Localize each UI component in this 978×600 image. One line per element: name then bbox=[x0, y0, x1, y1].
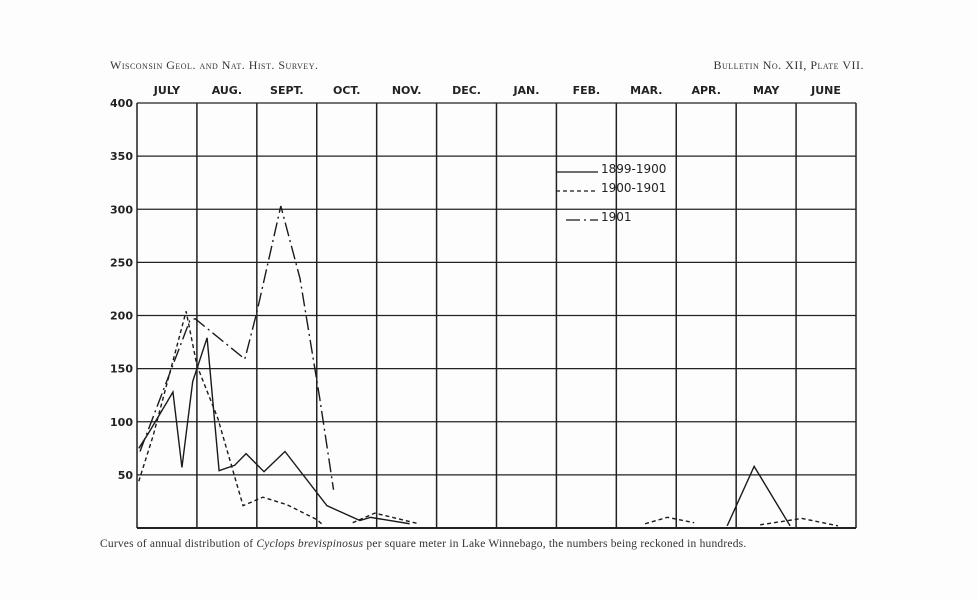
y-tick-label: 300 bbox=[110, 203, 133, 216]
series-line-1900-1901 bbox=[644, 516, 695, 525]
series-line-1900-1901 bbox=[760, 517, 839, 527]
x-tick-label: APR. bbox=[691, 84, 720, 97]
series-line-1901 bbox=[139, 205, 335, 490]
x-tick-label: DEC. bbox=[452, 84, 481, 97]
x-tick-label: NOV. bbox=[392, 84, 422, 97]
y-tick-label: 350 bbox=[110, 150, 133, 163]
x-tick-label: SEPT. bbox=[270, 84, 304, 97]
y-tick-label: 50 bbox=[118, 469, 134, 482]
legend-label: 1900-1901 bbox=[601, 181, 666, 195]
header-right: Bulletin No. XII, Plate VII. bbox=[713, 58, 864, 72]
legend-label: 1899-1900 bbox=[601, 162, 666, 176]
x-tick-label: JULY bbox=[153, 84, 181, 97]
series-line-1899-1900 bbox=[726, 464, 791, 527]
y-tick-label: 100 bbox=[110, 416, 133, 429]
series-line-1900-1901 bbox=[352, 512, 419, 525]
x-tick-label: JUNE bbox=[810, 84, 841, 97]
series-line-1900-1901 bbox=[138, 311, 324, 526]
legend-label: 1901 bbox=[601, 210, 632, 224]
x-tick-label: MAY bbox=[753, 84, 780, 97]
header-left: Wisconsin Geol. and Nat. Hist. Survey. bbox=[110, 58, 319, 72]
caption-after: per square meter in Lake Winnebago, the … bbox=[363, 538, 747, 550]
y-tick-label: 400 bbox=[110, 97, 133, 110]
y-tick-label: 200 bbox=[110, 310, 133, 323]
caption-species: Cyclops brevispinosus bbox=[256, 538, 364, 550]
y-tick-label: 150 bbox=[110, 363, 133, 376]
x-tick-label: MAR. bbox=[630, 84, 662, 97]
x-tick-label: OCT. bbox=[333, 84, 360, 97]
caption: Curves of annual distribution of Cyclops… bbox=[100, 538, 746, 550]
x-tick-label: FEB. bbox=[573, 84, 601, 97]
x-tick-label: JAN. bbox=[512, 84, 539, 97]
y-tick-label: 250 bbox=[110, 256, 133, 269]
x-tick-label: AUG. bbox=[212, 84, 242, 97]
caption-before: Curves of annual distribution of bbox=[100, 538, 257, 550]
series-line-1899-1900 bbox=[138, 337, 410, 525]
